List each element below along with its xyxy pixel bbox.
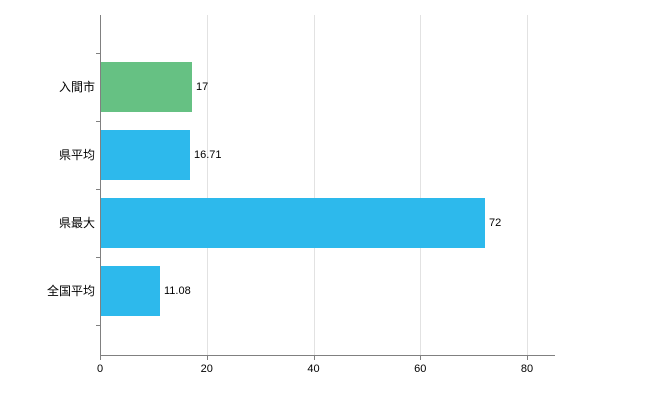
y-tick [96, 53, 100, 54]
x-tick [527, 356, 528, 360]
category-label: 入間市 [58, 80, 95, 94]
bar-県平均 [101, 130, 190, 180]
x-tick-label: 0 [96, 363, 104, 375]
gridline [206, 15, 208, 355]
category-label: 県最大 [58, 216, 95, 230]
x-tick [206, 356, 208, 360]
value-label: 16.71 [194, 149, 222, 161]
x-tick-label: 40 [307, 363, 320, 375]
x-tick [313, 356, 315, 360]
x-tick-label: 20 [200, 363, 213, 375]
value-label: 17 [196, 81, 209, 93]
y-tick [96, 325, 100, 326]
value-label: 11.08 [164, 285, 191, 297]
gridline [313, 15, 315, 355]
bar-全国平均 [101, 266, 160, 316]
category-label: 県平均 [58, 148, 95, 162]
y-tick [96, 121, 100, 122]
x-tick-label: 60 [414, 363, 427, 375]
value-label: 72 [489, 217, 502, 229]
x-tick [100, 356, 101, 360]
x-axis [100, 355, 555, 356]
y-tick [96, 189, 100, 190]
x-tick-label: 80 [520, 363, 534, 375]
gridline [420, 15, 422, 355]
x-tick [420, 356, 422, 360]
gridline [527, 15, 528, 355]
category-label: 全国平均 [46, 284, 95, 298]
bar-県最大 [101, 198, 485, 248]
bar-入間市 [101, 62, 192, 112]
y-tick [96, 257, 100, 258]
y-axis [100, 15, 101, 355]
